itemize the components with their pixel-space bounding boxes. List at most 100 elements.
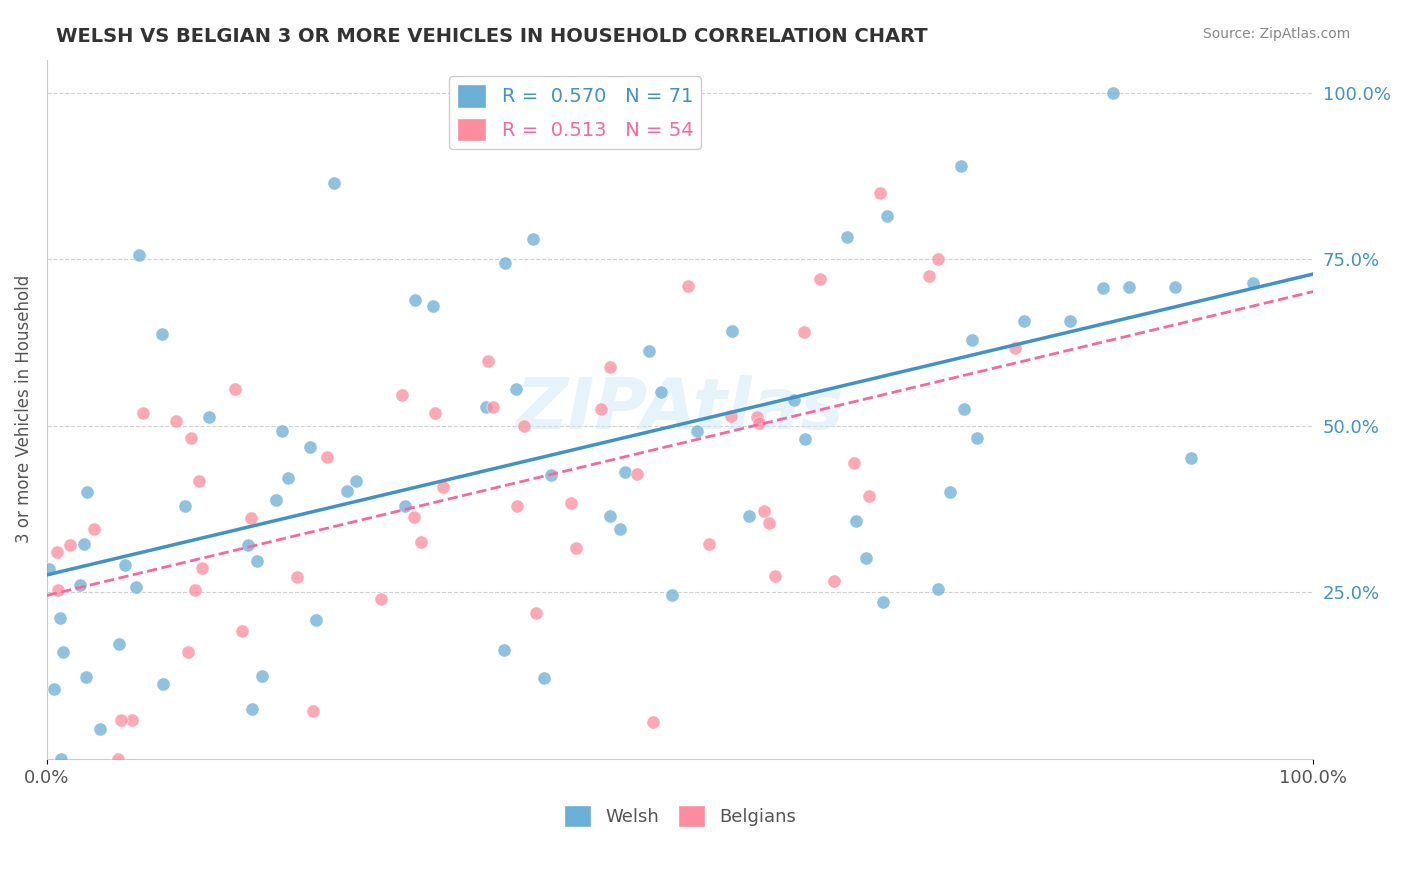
- Point: [107, 752, 129, 766]
- Point: [131, 406, 153, 420]
- Point: [697, 537, 720, 551]
- Point: [808, 271, 831, 285]
- Point: [180, 431, 202, 445]
- Point: [614, 465, 637, 479]
- Point: [69, 578, 91, 592]
- Point: [685, 425, 707, 439]
- Point: [1180, 450, 1202, 465]
- Point: [641, 715, 664, 730]
- Point: [524, 606, 547, 620]
- Point: [76, 484, 98, 499]
- Point: [188, 474, 211, 488]
- Point: [305, 613, 328, 627]
- Point: [962, 333, 984, 347]
- Point: [422, 299, 444, 313]
- Point: [842, 457, 865, 471]
- Point: [953, 401, 976, 416]
- Point: [114, 558, 136, 572]
- Point: [52, 645, 75, 659]
- Point: [152, 677, 174, 691]
- Point: [939, 484, 962, 499]
- Point: [184, 582, 207, 597]
- Point: [59, 538, 82, 552]
- Point: [236, 538, 259, 552]
- Point: [394, 499, 416, 513]
- Point: [752, 504, 775, 518]
- Point: [599, 359, 621, 374]
- Legend: Welsh, Belgians: Welsh, Belgians: [557, 797, 803, 834]
- Point: [285, 570, 308, 584]
- Y-axis label: 3 or more Vehicles in Household: 3 or more Vehicles in Household: [15, 275, 32, 543]
- Point: [506, 500, 529, 514]
- Point: [191, 561, 214, 575]
- Point: [522, 232, 544, 246]
- Point: [927, 252, 949, 266]
- Point: [676, 279, 699, 293]
- Point: [240, 511, 263, 525]
- Point: [250, 669, 273, 683]
- Point: [966, 431, 988, 445]
- Point: [950, 159, 973, 173]
- Point: [650, 384, 672, 399]
- Point: [299, 440, 322, 454]
- Point: [315, 450, 337, 464]
- Point: [432, 480, 454, 494]
- Point: [477, 354, 499, 368]
- Point: [738, 509, 761, 524]
- Point: [494, 256, 516, 270]
- Point: [1101, 86, 1123, 100]
- Point: [533, 671, 555, 685]
- Point: [638, 344, 661, 359]
- Point: [720, 409, 742, 424]
- Point: [42, 682, 65, 697]
- Point: [344, 474, 367, 488]
- Point: [110, 713, 132, 727]
- Point: [661, 588, 683, 602]
- Point: [240, 702, 263, 716]
- Text: WELSH VS BELGIAN 3 OR MORE VEHICLES IN HOUSEHOLD CORRELATION CHART: WELSH VS BELGIAN 3 OR MORE VEHICLES IN H…: [56, 27, 928, 45]
- Point: [793, 325, 815, 339]
- Point: [231, 624, 253, 638]
- Point: [758, 516, 780, 530]
- Text: ZIPAtlas: ZIPAtlas: [516, 375, 845, 444]
- Point: [565, 541, 588, 555]
- Point: [918, 268, 941, 283]
- Point: [823, 574, 845, 588]
- Point: [75, 669, 97, 683]
- Point: [721, 324, 744, 338]
- Point: [1164, 280, 1187, 294]
- Point: [46, 583, 69, 598]
- Point: [1241, 276, 1264, 290]
- Point: [492, 642, 515, 657]
- Point: [264, 492, 287, 507]
- Point: [855, 551, 877, 566]
- Point: [125, 580, 148, 594]
- Point: [858, 489, 880, 503]
- Point: [49, 611, 72, 625]
- Point: [121, 713, 143, 727]
- Point: [83, 522, 105, 536]
- Point: [1012, 314, 1035, 328]
- Point: [1004, 341, 1026, 355]
- Point: [1118, 280, 1140, 294]
- Point: [165, 414, 187, 428]
- Point: [835, 230, 858, 244]
- Point: [630, 104, 652, 119]
- Point: [609, 522, 631, 536]
- Text: Source: ZipAtlas.com: Source: ZipAtlas.com: [1202, 27, 1350, 41]
- Point: [423, 406, 446, 420]
- Point: [335, 484, 357, 499]
- Point: [513, 419, 536, 434]
- Point: [302, 704, 325, 718]
- Point: [872, 595, 894, 609]
- Point: [49, 752, 72, 766]
- Point: [404, 510, 426, 524]
- Point: [370, 592, 392, 607]
- Point: [540, 467, 562, 482]
- Point: [409, 534, 432, 549]
- Point: [475, 400, 498, 414]
- Point: [323, 176, 346, 190]
- Point: [747, 410, 769, 425]
- Point: [748, 417, 770, 431]
- Point: [108, 637, 131, 651]
